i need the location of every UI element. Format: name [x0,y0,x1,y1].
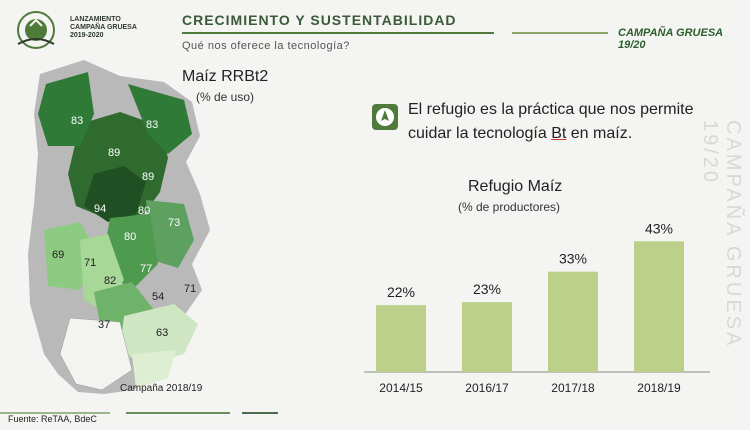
map-label: 63 [156,327,168,339]
footer-line-1 [0,412,110,414]
map-label: 82 [104,275,116,287]
title-line-2 [512,32,608,34]
refugio-line-2: cuidar la tecnología Bt en maíz. [408,122,693,146]
map-label: 80 [124,231,136,243]
refugio-icon [372,104,398,130]
bar-2017/18 [548,271,598,372]
map-label: 54 [152,291,164,303]
campaign-label: Campaña 2018/19 [120,383,203,394]
bar-2016/17 [462,302,512,372]
refugio-line-1: El refugio es la práctica que nos permit… [408,101,694,118]
category-label: 2018/19 [637,381,681,395]
map-label: 80 [138,205,150,217]
map-subtitle: (% de uso) [196,90,255,104]
map-label: 94 [94,203,106,215]
map-label: 83 [146,119,158,131]
refugio-line-2-post: en maíz. [566,125,633,142]
logo-line-1: LANZAMIENTO [70,16,121,23]
logo-line-2: CAMPAÑA GRUESA [70,24,137,31]
refugio-statement: El refugio es la práctica que nos permit… [408,98,693,146]
map-label: 37 [98,319,110,331]
region-northwest [38,72,94,146]
footer-line-2 [126,412,230,414]
map-label: 77 [140,263,152,275]
bar-2018/19 [634,241,684,372]
event-logo: LANZAMIENTO CAMPAÑA GRUESA 2019-2020 [8,6,158,54]
map-label: 83 [71,115,83,127]
category-label: 2017/18 [551,381,595,395]
map-label: 73 [168,217,180,229]
region-east [146,200,194,268]
footer-line-3 [242,412,278,414]
map-label: 71 [84,257,96,269]
bar-value-label: 22% [387,284,415,300]
region-darkest [84,166,146,222]
title-underline [182,32,494,34]
refugio-bt: Bt [551,125,567,142]
logo-text: LANZAMIENTO CAMPAÑA GRUESA 2019-2020 [70,16,137,40]
watermark: CAMPAÑA GRUESA 19/20 [699,120,744,348]
bar-value-label: 33% [559,251,587,267]
chart-title: Refugio Maíz [468,178,563,195]
page-title: CRECIMIENTO Y SUSTENTABILIDAD [182,12,457,28]
logo-line-3: 2019-2020 [70,32,104,39]
map-label: 71 [184,283,196,295]
bar-value-label: 23% [473,281,501,297]
category-label: 2016/17 [465,381,509,395]
region-northeast [128,84,192,154]
page-subtitle: Qué nos oferece la tecnología? [182,40,350,52]
bar-2014/15 [376,305,426,372]
map-label: 69 [52,249,64,261]
map-label: 89 [108,147,120,159]
region-south-coast [132,350,176,388]
argentina-map: 83 83 89 89 94 80 73 80 69 71 77 82 54 7… [28,60,210,394]
refugio-line-2-pre: cuidar la tecnología [408,125,552,142]
bar-chart: 22% 2014/15 23% 2016/17 33% 2017/18 43% 2018/19 [364,220,710,395]
source-note: Fuente: ReTAA, BdeC [8,414,97,424]
category-label: 2014/15 [379,381,423,395]
region-southeast [120,304,198,366]
bar-value-label: 43% [645,220,673,236]
map-title: Maíz RRBt2 [182,68,269,85]
chart-subtitle: (% de productores) [458,200,561,214]
region-south [59,317,133,391]
logo-emblem-icon [17,11,55,49]
map-label: 89 [142,171,154,183]
campaign-badge: CAMPAÑA GRUESA 19/20 [618,27,723,51]
